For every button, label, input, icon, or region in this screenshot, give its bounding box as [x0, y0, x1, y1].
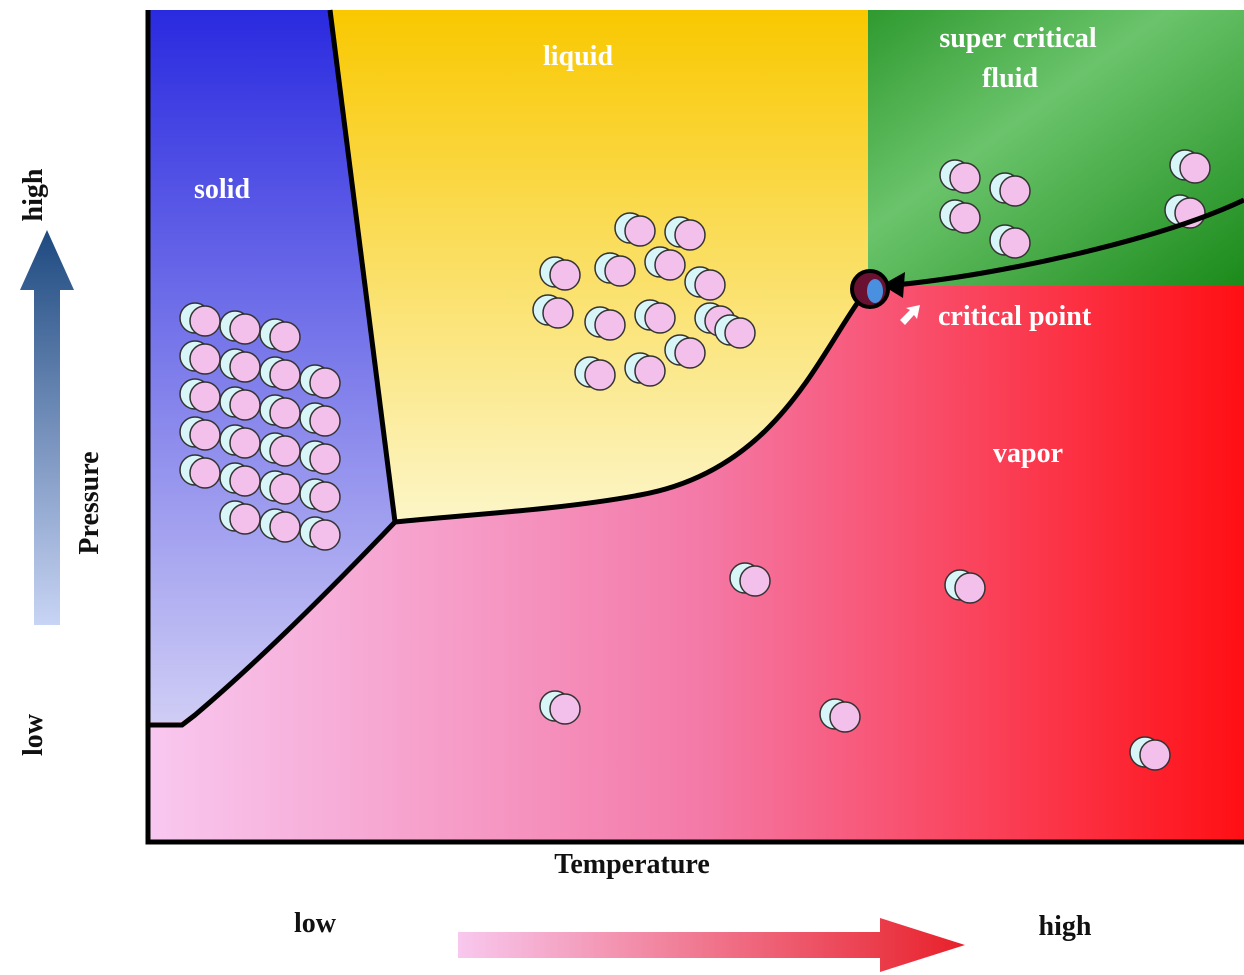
- molecule-atom: [550, 694, 580, 724]
- molecule-atom: [230, 352, 260, 382]
- molecule-atom: [190, 306, 220, 336]
- molecule-atom: [310, 368, 340, 398]
- vapor-label: vapor: [993, 438, 1063, 469]
- molecule-atom: [190, 420, 220, 450]
- temperature-arrow: [458, 918, 965, 972]
- molecule-atom: [270, 360, 300, 390]
- x-axis-indicator: Temperature low high: [294, 849, 1092, 972]
- molecule-atom: [310, 444, 340, 474]
- molecule-atom: [550, 260, 580, 290]
- molecule-atom: [190, 458, 220, 488]
- molecule-atom: [955, 573, 985, 603]
- y-axis-indicator: high low Pressure: [18, 168, 105, 756]
- molecule-atom: [605, 256, 635, 286]
- solid-label: solid: [194, 174, 250, 205]
- molecule-atom: [230, 390, 260, 420]
- molecule-atom: [270, 474, 300, 504]
- supercritical-label: super critical: [939, 23, 1097, 54]
- molecule-atom: [310, 482, 340, 512]
- molecule-atom: [695, 270, 725, 300]
- molecule-atom: [230, 314, 260, 344]
- y-high-label: high: [18, 168, 49, 221]
- molecule-atom: [740, 566, 770, 596]
- molecule-atom: [675, 220, 705, 250]
- x-axis-title: Temperature: [554, 849, 710, 880]
- molecule-atom: [1000, 176, 1030, 206]
- molecule-atom: [270, 398, 300, 428]
- pressure-arrow: [20, 230, 74, 625]
- molecule-atom: [310, 406, 340, 436]
- molecule-atom: [725, 318, 755, 348]
- phase-diagram: solid liquid super critical fluid critic…: [0, 0, 1244, 975]
- liquid-label: liquid: [543, 41, 613, 72]
- molecule-atom: [1180, 153, 1210, 183]
- molecule-atom: [190, 344, 220, 374]
- molecule-atom: [675, 338, 705, 368]
- x-high-label: high: [1039, 911, 1092, 942]
- molecule-atom: [585, 360, 615, 390]
- molecule-atom: [635, 356, 665, 386]
- y-axis-title: Pressure: [74, 451, 105, 554]
- y-low-label: low: [18, 713, 49, 756]
- molecule-atom: [595, 310, 625, 340]
- molecule-atom: [830, 702, 860, 732]
- molecule-atom: [655, 250, 685, 280]
- molecule-atom: [230, 466, 260, 496]
- critical-point-core: [867, 279, 883, 303]
- molecule-atom: [625, 216, 655, 246]
- molecule-atom: [1140, 740, 1170, 770]
- molecule-atom: [230, 428, 260, 458]
- molecule-atom: [310, 520, 340, 550]
- molecule-atom: [645, 303, 675, 333]
- molecule-atom: [950, 203, 980, 233]
- molecule-atom: [230, 504, 260, 534]
- molecule-atom: [950, 163, 980, 193]
- molecule-atom: [270, 512, 300, 542]
- supercritical-label: fluid: [982, 63, 1038, 94]
- x-low-label: low: [294, 908, 337, 939]
- plot-area: solid liquid super critical fluid critic…: [148, 10, 1244, 842]
- molecule-atom: [190, 382, 220, 412]
- molecule-atom: [1000, 228, 1030, 258]
- molecule-atom: [543, 298, 573, 328]
- molecule-atom: [270, 436, 300, 466]
- molecule-atom: [270, 322, 300, 352]
- critical-point-label: critical point: [938, 301, 1092, 332]
